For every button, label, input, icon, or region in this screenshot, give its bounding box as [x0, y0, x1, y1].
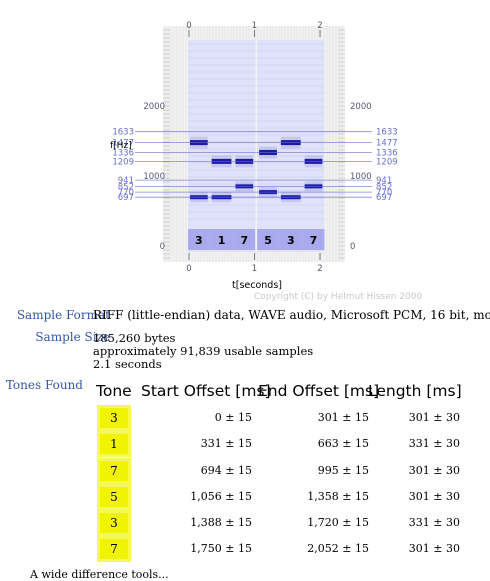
sample-size-duration: 2.1 seconds — [93, 357, 162, 371]
x-tick-label-bottom: 1 — [252, 264, 257, 274]
digit-box — [233, 229, 256, 250]
end-offset-cell: 2,052 ± 15 — [307, 542, 369, 555]
sample-format-value: RIFF (little-endian) data, WAVE audio, M… — [93, 308, 490, 322]
digit-box — [302, 229, 325, 250]
tones-found-label: Tones Found — [5, 378, 83, 392]
header-start-offset: Start Offset [ms] — [141, 382, 271, 400]
tone-digit: 7 — [100, 539, 128, 559]
tone-digit: 5 — [100, 487, 128, 507]
tone-digit: 3 — [100, 513, 128, 533]
length-cell: 331 ± 30 — [408, 437, 460, 450]
y-tick-label-right: 2000 — [350, 102, 372, 112]
sample-format-label: Sample Format — [16, 308, 110, 322]
end-offset-cell: 995 ± 15 — [317, 464, 369, 477]
length-cell: 331 ± 30 — [408, 516, 460, 529]
y-axis-label: f[Hz] — [110, 141, 132, 151]
x-axis-label: t[seconds] — [232, 280, 282, 291]
frequency-label-left: 1336 — [112, 148, 134, 158]
copyright-notice: Copyright (C) by Helmut Hissen 2000 — [254, 292, 423, 302]
frequency-label-right: 852 — [376, 182, 392, 192]
end-offset-cell: 1,358 ± 15 — [307, 490, 369, 503]
digit-box — [188, 229, 210, 250]
tone-digit: 3 — [100, 408, 128, 428]
frequency-label-left: 941 — [118, 176, 134, 186]
sample-size-samples: approximately 91,839 usable samples — [93, 344, 314, 358]
digit-box — [209, 229, 234, 250]
digit-box — [257, 229, 279, 250]
y-tick-label-left: 2000 — [143, 102, 165, 112]
header-length: Length [ms] — [368, 382, 462, 400]
digit-box — [278, 229, 303, 250]
tone-digit-label: 7 — [240, 234, 248, 247]
x-tick-label-top: 2 — [317, 21, 322, 31]
length-cell: 301 ± 30 — [408, 490, 460, 503]
frequency-label-right: 941 — [376, 176, 392, 186]
tone-digit: 7 — [100, 461, 128, 481]
x-tick-label-top: 1 — [252, 21, 257, 31]
y-tick-label-right: 0 — [350, 242, 355, 252]
frequency-label-right: 1336 — [376, 148, 398, 158]
y-tick-label-left: 1000 — [143, 172, 165, 182]
frequency-label-right: 1477 — [376, 139, 398, 149]
start-offset-cell: 1,388 ± 15 — [190, 516, 252, 529]
start-offset-cell: 0 ± 15 — [214, 411, 252, 424]
tone-digit: 1 — [100, 434, 128, 454]
length-cell: 301 ± 30 — [408, 464, 460, 477]
header-end-offset: End Offset [ms] — [258, 382, 380, 400]
frequency-label-left: 697 — [118, 193, 134, 203]
length-cell: 301 ± 30 — [408, 411, 460, 424]
frequency-label-left: 1477 — [112, 139, 134, 149]
frequency-label-left: 770 — [118, 188, 134, 198]
frequency-label-right: 697 — [376, 193, 392, 203]
x-tick-label-bottom: 2 — [317, 264, 322, 274]
sample-size-bytes: 185,260 bytes — [93, 331, 176, 345]
length-cell: 301 ± 30 — [408, 542, 460, 555]
frequency-label-right: 770 — [376, 188, 392, 198]
frequency-label-right: 1633 — [376, 128, 398, 138]
start-offset-cell: 1,056 ± 15 — [190, 490, 252, 503]
frequency-label-left: 1633 — [112, 128, 134, 138]
frequency-label-left: 1209 — [112, 157, 134, 167]
footer-text: A wide difference tools... — [30, 568, 169, 581]
end-offset-cell: 1,720 ± 15 — [307, 516, 369, 529]
frequency-label-right: 1209 — [376, 157, 398, 167]
tone-digit-label: 3 — [195, 234, 203, 247]
header-tone: Tone — [96, 382, 132, 400]
y-tick-label-right: 1000 — [350, 172, 372, 182]
y-tick-label-left: 0 — [160, 242, 165, 252]
tone-digit-label: 3 — [287, 234, 295, 247]
x-tick-label-bottom: 0 — [186, 264, 191, 274]
end-offset-cell: 301 ± 15 — [317, 411, 369, 424]
start-offset-cell: 331 ± 15 — [200, 437, 252, 450]
start-offset-cell: 1,750 ± 15 — [190, 542, 252, 555]
tone-digit-label: 5 — [264, 234, 272, 247]
end-offset-cell: 663 ± 15 — [317, 437, 369, 450]
frequency-label-left: 852 — [118, 182, 134, 192]
tone-digit-label: 7 — [310, 234, 318, 247]
tone-digit-label: 1 — [218, 234, 226, 247]
start-offset-cell: 694 ± 15 — [200, 464, 252, 477]
sample-size-label: Sample Size — [35, 330, 110, 344]
x-tick-label-top: 0 — [186, 21, 191, 31]
